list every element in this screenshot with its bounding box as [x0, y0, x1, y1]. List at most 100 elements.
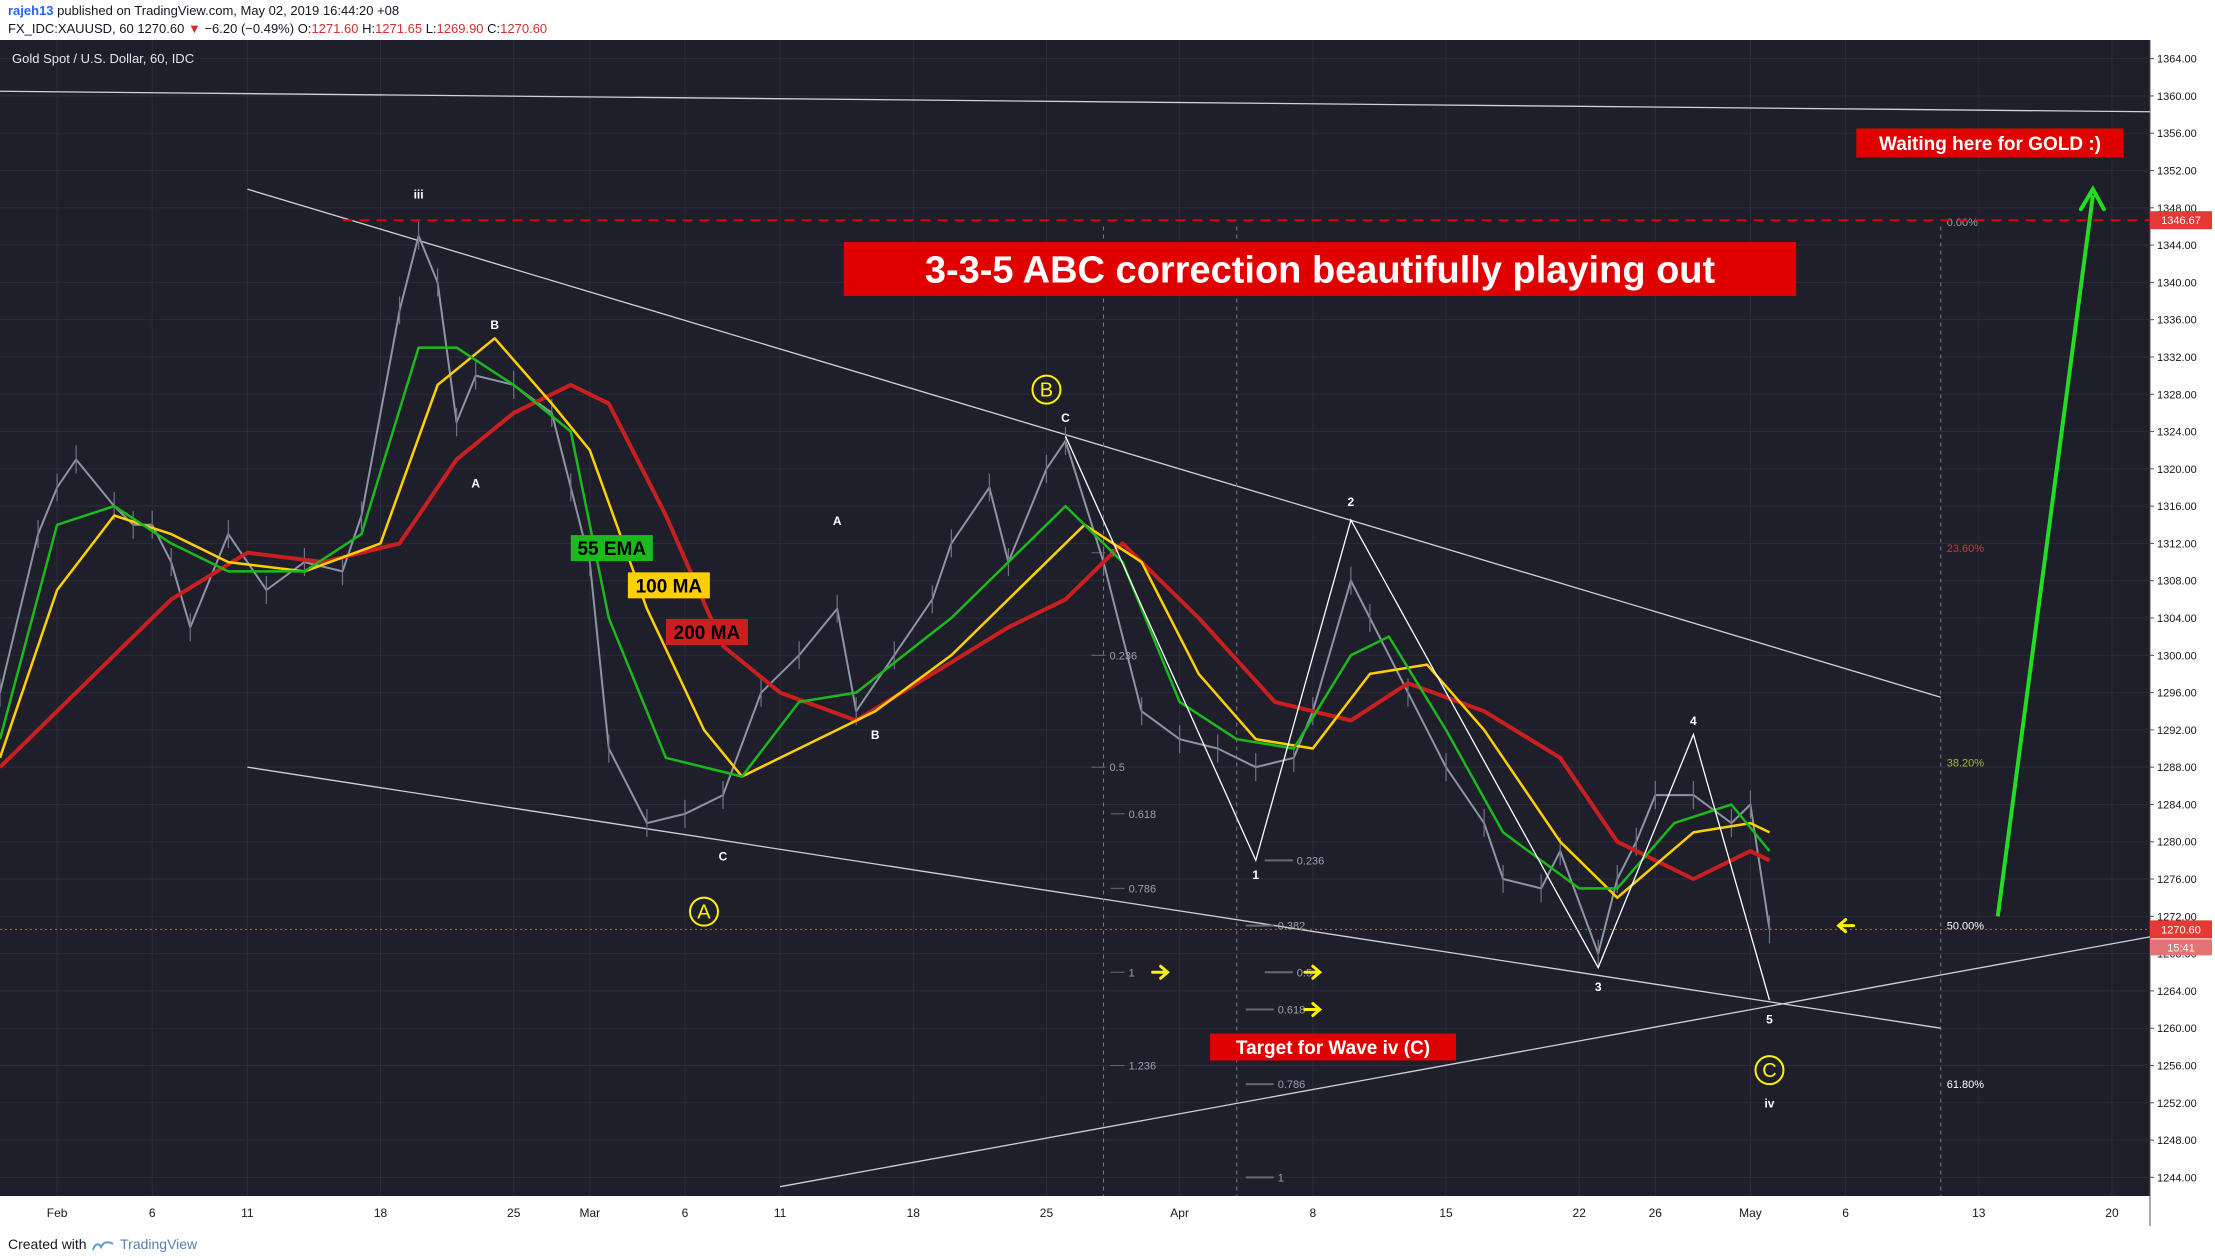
y-tick-label: 1320.00 — [2157, 464, 2197, 476]
last-price-text: 1270.60 — [137, 21, 185, 36]
tradingview-brand[interactable]: TradingView — [120, 1236, 198, 1252]
fib-ratio-label: 38.20% — [1947, 758, 1985, 770]
y-tick-label: 1248.00 — [2157, 1135, 2197, 1147]
x-tick-label: 15 — [1439, 1206, 1453, 1220]
y-tick-label: 1332.00 — [2157, 352, 2197, 364]
y-tick-label: 1272.00 — [2157, 911, 2197, 923]
y-tick-label: 1344.00 — [2157, 240, 2197, 252]
y-tick-label: 1312.00 — [2157, 538, 2197, 550]
x-tick-label: Mar — [579, 1206, 600, 1220]
low-label: L: — [425, 21, 437, 36]
wave-circle — [1754, 1055, 1785, 1086]
x-tick-label: 26 — [1649, 1206, 1663, 1220]
fib-level-label: 0.236 — [1110, 650, 1138, 662]
y-tick-label: 1304.00 — [2157, 613, 2197, 625]
price-change: −6.20 (−0.49%) — [204, 21, 295, 36]
headline-annotation: 3-3-5 ABC correction beautifully playing… — [925, 250, 1716, 292]
wave-label: 2 — [1348, 495, 1355, 509]
fib-level-label: 1 — [1129, 967, 1135, 979]
wave-label: iii — [414, 187, 424, 201]
chart-title: Gold Spot / U.S. Dollar, 60, IDC — [12, 51, 194, 66]
y-tick-label: 1364.00 — [2157, 54, 2197, 66]
x-tick-label: 8 — [1309, 1206, 1316, 1220]
symbol-name: FX_IDC:XAUUSD, 60 — [8, 21, 134, 36]
wave-circle-label: B — [1040, 380, 1053, 402]
wave-circle — [1031, 374, 1062, 405]
price-chart[interactable]: 1364.001360.001356.001352.001348.001344.… — [0, 40, 2215, 1226]
ma-label-box — [627, 572, 710, 599]
wave-label: C — [1061, 411, 1070, 425]
y-tick-label: 1288.00 — [2157, 762, 2197, 774]
target-annotation-box — [1209, 1033, 1457, 1061]
wave-circle — [688, 896, 719, 927]
open-label: O: — [297, 21, 312, 36]
wave-label: C — [719, 849, 728, 863]
wave-circle-label: C — [1762, 1060, 1776, 1082]
y-tick-label: 1300.00 — [2157, 650, 2197, 662]
x-tick-label: 11 — [774, 1206, 787, 1220]
fib-level-label: 0.618 — [1129, 809, 1157, 821]
axis-ticks: 1364.001360.001356.001352.001348.001344.… — [47, 54, 2197, 1220]
ma-label-box — [665, 618, 748, 645]
y-tick-label: 1340.00 — [2157, 277, 2197, 289]
publisher-username[interactable]: rajeh13 — [8, 3, 54, 18]
y-tick-label: 1308.00 — [2157, 576, 2197, 588]
wave-label: B — [871, 728, 880, 742]
target-annotation: Target for Wave iv (C) — [1236, 1038, 1430, 1059]
countdown-tag — [2150, 939, 2212, 956]
y-tick-label: 1252.00 — [2157, 1098, 2197, 1110]
y-tick-label: 1352.00 — [2157, 166, 2197, 178]
trend-line — [0, 90, 2151, 113]
y-tick-label: 1356.00 — [2157, 128, 2197, 140]
arrow-right-icon — [1151, 964, 1170, 980]
x-tick-label: 20 — [2105, 1206, 2119, 1220]
fib-level-label: 0.786 — [1278, 1079, 1306, 1091]
high-label: H: — [362, 21, 376, 36]
time-axis-background — [0, 1196, 2150, 1226]
series — [0, 221, 1771, 968]
ma-label: 55 EMA — [577, 539, 646, 560]
symbol-line: FX_IDC:XAUUSD, 60 1270.60 ▼ −6.20 (−0.49… — [8, 21, 547, 36]
y-tick-label: 1276.00 — [2157, 874, 2197, 886]
wave-label: A — [471, 476, 480, 490]
y-tick-label: 1256.00 — [2157, 1060, 2197, 1072]
x-tick-label: 13 — [1972, 1206, 1986, 1220]
waiting-annotation: Waiting here for GOLD :) — [1879, 134, 2101, 155]
wave-label: iv — [1764, 1096, 1774, 1110]
tradingview-logo-icon — [92, 1240, 114, 1251]
fib-level-label: 0.382 — [1278, 921, 1306, 933]
last-price-label: 1270.60 — [2161, 924, 2201, 936]
wave-label: 5 — [1766, 1013, 1773, 1027]
resistance-price-label: 1346.67 — [2161, 215, 2201, 227]
fib-level-label: 0.786 — [1129, 883, 1157, 895]
x-tick-label: May — [1739, 1206, 1762, 1220]
waiting-annotation-box — [1856, 128, 2124, 158]
last-price-tag — [2150, 920, 2212, 939]
x-tick-label: 6 — [682, 1206, 689, 1220]
fib-level-label: 1 — [1278, 1172, 1284, 1184]
y-tick-label: 1284.00 — [2157, 799, 2197, 811]
ema55-line — [0, 346, 1771, 890]
high-value: 1271.65 — [375, 21, 423, 36]
close-label: C: — [487, 21, 501, 36]
ma-label: 200 MA — [674, 623, 741, 644]
wave-label: 1 — [1252, 868, 1259, 882]
y-tick-label: 1328.00 — [2157, 389, 2197, 401]
wave-label: 4 — [1690, 714, 1697, 728]
x-tick-label: 6 — [1842, 1206, 1849, 1220]
low-value: 1269.90 — [436, 21, 484, 36]
x-tick-label: 22 — [1573, 1206, 1587, 1220]
headline-annotation-box — [843, 242, 1797, 296]
wave-label: 3 — [1595, 980, 1602, 994]
ma-label: 100 MA — [636, 576, 703, 597]
trend-line — [247, 766, 1941, 1029]
up-arrow-shaft — [1995, 194, 2095, 917]
x-tick-label: 25 — [507, 1206, 521, 1220]
x-tick-label: 11 — [241, 1206, 254, 1220]
fib-ratio-label: 50.00% — [1947, 921, 1985, 933]
up-arrow-icon — [2078, 185, 2106, 212]
x-tick-label: 18 — [907, 1206, 921, 1220]
y-tick-label: 1316.00 — [2157, 501, 2197, 513]
arrow-right-icon — [1303, 964, 1323, 980]
